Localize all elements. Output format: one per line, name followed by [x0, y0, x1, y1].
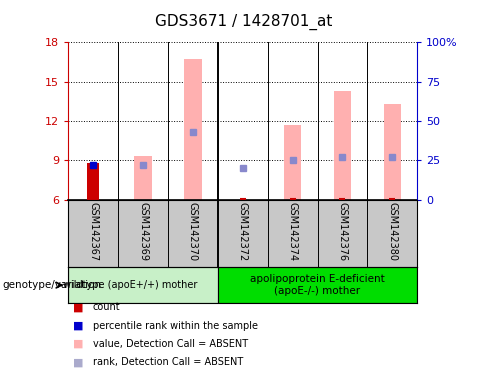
Text: value, Detection Call = ABSENT: value, Detection Call = ABSENT: [93, 339, 248, 349]
Bar: [87, 163, 100, 200]
Text: GSM142367: GSM142367: [88, 202, 98, 261]
Bar: [284, 125, 302, 200]
Text: ■: ■: [73, 358, 84, 367]
Text: GSM142369: GSM142369: [138, 202, 148, 261]
Text: count: count: [93, 302, 121, 312]
Text: GSM142374: GSM142374: [287, 202, 298, 261]
Text: GDS3671 / 1428701_at: GDS3671 / 1428701_at: [155, 13, 333, 30]
Bar: [184, 59, 202, 200]
Text: percentile rank within the sample: percentile rank within the sample: [93, 321, 258, 331]
Text: ■: ■: [73, 321, 84, 331]
Bar: [68, 267, 218, 303]
Text: wildtype (apoE+/+) mother: wildtype (apoE+/+) mother: [63, 280, 198, 290]
Bar: [218, 267, 417, 303]
Text: rank, Detection Call = ABSENT: rank, Detection Call = ABSENT: [93, 358, 243, 367]
Bar: [384, 104, 401, 200]
Text: GSM142370: GSM142370: [188, 202, 198, 261]
Text: apolipoprotein E-deficient
(apoE-/-) mother: apolipoprotein E-deficient (apoE-/-) mot…: [250, 274, 385, 296]
Bar: [334, 91, 351, 200]
Text: GSM142380: GSM142380: [387, 202, 397, 261]
Text: ■: ■: [73, 339, 84, 349]
Text: GSM142376: GSM142376: [338, 202, 347, 261]
Bar: [134, 156, 152, 200]
Text: genotype/variation: genotype/variation: [2, 280, 102, 290]
Text: GSM142372: GSM142372: [238, 202, 248, 261]
Text: ■: ■: [73, 302, 84, 312]
